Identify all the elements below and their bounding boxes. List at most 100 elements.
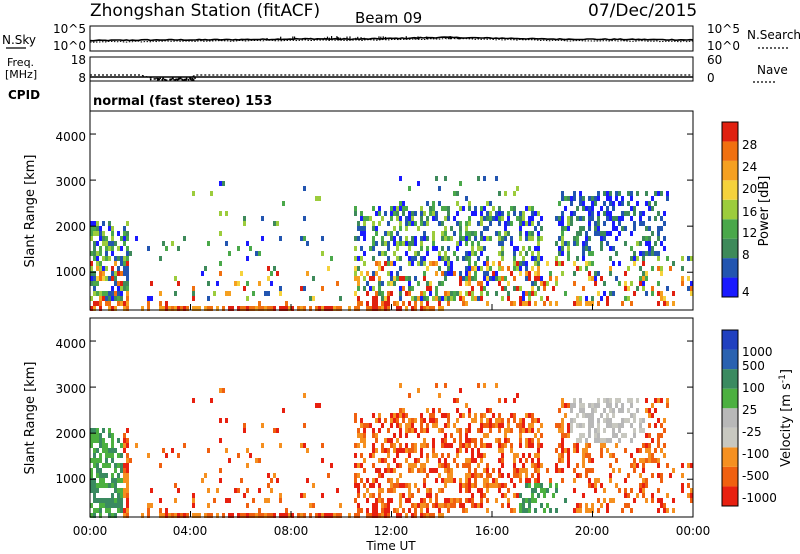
echo-cell xyxy=(111,266,114,271)
echo-cell xyxy=(399,286,402,291)
echo-cell xyxy=(339,503,342,508)
echo-cell xyxy=(390,291,393,296)
echo-cell xyxy=(486,271,489,276)
echo-cell xyxy=(540,256,543,261)
echo-cell xyxy=(258,513,261,518)
echo-cell xyxy=(450,478,453,483)
echo-cell xyxy=(105,458,108,463)
echo-cell xyxy=(633,251,636,256)
echo-cell xyxy=(582,403,585,408)
noise-left-tick-top: 10^5 xyxy=(53,22,86,36)
echo-cell xyxy=(468,216,471,221)
echo-cell xyxy=(240,306,243,311)
echo-cell xyxy=(582,433,585,438)
echo-cell xyxy=(687,286,690,291)
echo-cell xyxy=(474,418,477,423)
echo-cell xyxy=(621,216,624,221)
echo-cell xyxy=(534,468,537,473)
echo-cell xyxy=(438,508,441,513)
echo-cell xyxy=(435,291,438,296)
echo-cell xyxy=(576,241,579,246)
echo-cell xyxy=(606,216,609,221)
echo-cell xyxy=(447,236,450,241)
echo-cell xyxy=(387,508,390,513)
echo-cell xyxy=(660,503,663,508)
echo-cell xyxy=(393,413,396,418)
echo-cell xyxy=(327,266,330,271)
echo-cell xyxy=(468,236,471,241)
echo-cell xyxy=(321,251,324,256)
echo-cell xyxy=(480,473,483,478)
echo-cell xyxy=(642,256,645,261)
echo-cell xyxy=(555,256,558,261)
echo-cell xyxy=(549,483,552,488)
echo-cell xyxy=(105,241,108,246)
echo-cell xyxy=(537,453,540,458)
echo-cell xyxy=(513,473,516,478)
echo-cell xyxy=(657,473,660,478)
noise-right-label: N.Search xyxy=(747,28,800,42)
echo-cell xyxy=(114,478,117,483)
echo-cell xyxy=(159,291,162,296)
echo-cell xyxy=(90,458,93,463)
echo-cell xyxy=(405,221,408,226)
echo-cell xyxy=(642,281,645,286)
echo-cell xyxy=(417,296,420,301)
echo-cell xyxy=(543,488,546,493)
echo-cell xyxy=(441,443,444,448)
echo-cell xyxy=(225,211,228,216)
echo-cell xyxy=(483,271,486,276)
echo-cell xyxy=(483,276,486,281)
echo-cell xyxy=(579,296,582,301)
echo-cell xyxy=(579,191,582,196)
echo-cell xyxy=(549,301,552,306)
echo-cell xyxy=(282,408,285,413)
echo-cell xyxy=(507,216,510,221)
echo-cell xyxy=(651,458,654,463)
echo-cell xyxy=(126,256,129,261)
echo-cell xyxy=(159,498,162,503)
echo-cell xyxy=(441,513,444,518)
echo-cell xyxy=(162,306,165,311)
echo-cell xyxy=(429,493,432,498)
echo-cell xyxy=(432,296,435,301)
echo-cell xyxy=(498,221,501,226)
echo-cell xyxy=(360,478,363,483)
echo-cell xyxy=(507,266,510,271)
echo-cell xyxy=(492,271,495,276)
echo-cell xyxy=(411,443,414,448)
echo-cell xyxy=(126,286,129,291)
echo-cell xyxy=(516,266,519,271)
echo-cell xyxy=(516,468,519,473)
echo-cell xyxy=(597,478,600,483)
echo-cell xyxy=(606,301,609,306)
echo-cell xyxy=(324,513,327,518)
echo-cell xyxy=(519,473,522,478)
echo-cell xyxy=(378,206,381,211)
echo-cell xyxy=(381,503,384,508)
echo-cell xyxy=(90,433,93,438)
echo-cell xyxy=(615,236,618,241)
echo-cell xyxy=(660,191,663,196)
echo-cell xyxy=(498,241,501,246)
echo-cell xyxy=(135,236,138,241)
echo-cell xyxy=(177,453,180,458)
echo-cell xyxy=(249,306,252,311)
echo-cell xyxy=(450,433,453,438)
echo-cell xyxy=(441,453,444,458)
echo-cell xyxy=(576,503,579,508)
echo-cell xyxy=(318,403,321,408)
echo-cell xyxy=(357,463,360,468)
echo-cell xyxy=(96,256,99,261)
echo-cell xyxy=(426,428,429,433)
echo-cell xyxy=(414,418,417,423)
echo-cell xyxy=(381,251,384,256)
echo-cell xyxy=(126,478,129,483)
echo-cell xyxy=(600,453,603,458)
echo-cell xyxy=(561,226,564,231)
echo-cell xyxy=(117,271,120,276)
echo-cell xyxy=(573,301,576,306)
echo-cell xyxy=(540,296,543,301)
echo-cell xyxy=(381,236,384,241)
echo-cell xyxy=(447,463,450,468)
